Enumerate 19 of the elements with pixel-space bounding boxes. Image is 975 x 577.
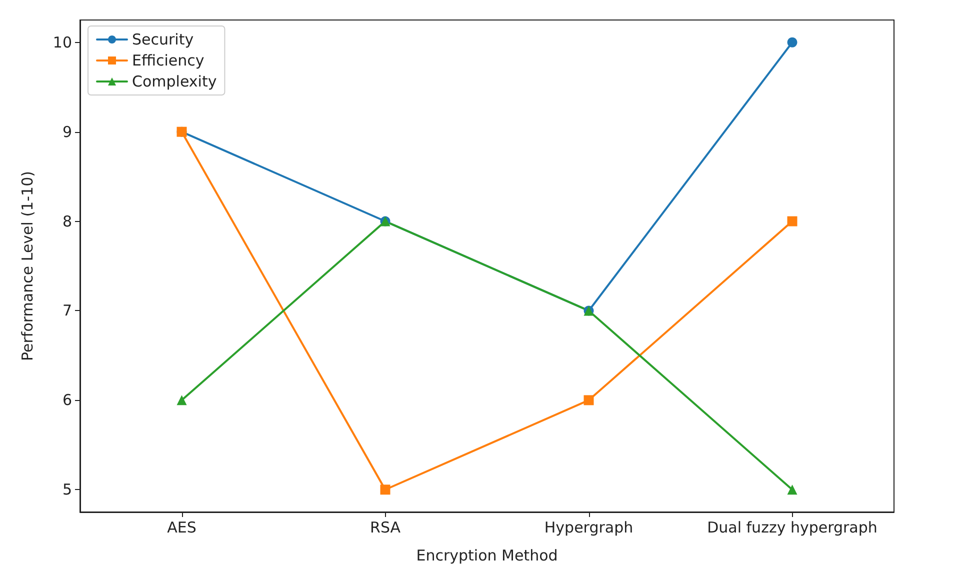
y-tick-label: 10 <box>52 33 72 52</box>
legend-label: Security <box>132 30 194 48</box>
y-tick-label: 9 <box>62 122 72 141</box>
x-tick-label: Hypergraph <box>544 518 634 536</box>
legend-label: Efficiency <box>132 52 204 70</box>
point <box>584 395 594 406</box>
x-tick-label: RSA <box>370 518 402 536</box>
y-tick-label: 5 <box>62 480 72 499</box>
y-tick-label: 8 <box>62 212 72 230</box>
y-axis-title: Performance Level (1-10) <box>18 171 36 361</box>
point <box>380 484 390 495</box>
y-tick-label: 6 <box>62 391 72 410</box>
y-tick-label: 7 <box>62 302 72 320</box>
point <box>787 216 798 226</box>
legend-label: Complexity <box>132 72 217 90</box>
x-tick-label: Dual fuzzy hypergraph <box>707 518 878 536</box>
point <box>787 37 798 48</box>
x-tick-label: AES <box>167 518 196 536</box>
x-axis-title: Encryption Method <box>416 546 558 564</box>
